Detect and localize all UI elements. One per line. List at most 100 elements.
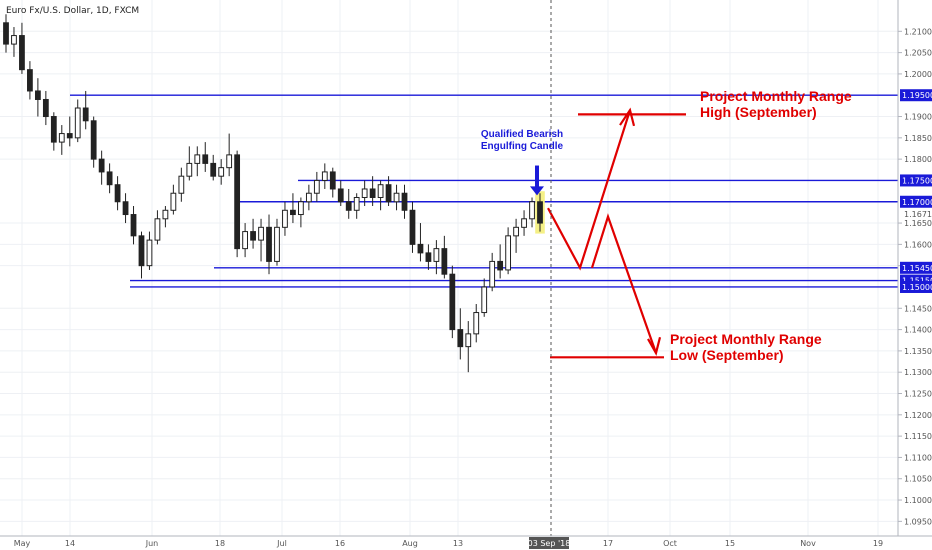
candle-58[interactable] <box>465 321 472 373</box>
candle-41[interactable] <box>329 167 336 198</box>
candle-body-19 <box>154 218 161 241</box>
candle-body-38 <box>305 192 312 203</box>
candle-5[interactable] <box>42 90 49 126</box>
candle-66[interactable] <box>529 197 535 228</box>
candle-63[interactable] <box>505 227 512 275</box>
candle-12[interactable] <box>98 150 105 185</box>
candle-51[interactable] <box>409 201 416 253</box>
candle-34[interactable] <box>274 218 280 266</box>
candle-24[interactable] <box>194 146 201 177</box>
candle-11[interactable] <box>90 116 97 168</box>
candle-2[interactable] <box>19 22 25 74</box>
y-tick-label-2: 1.20000 <box>904 70 932 79</box>
y-tick-label-19: 1.09500 <box>904 517 932 526</box>
candle-31[interactable] <box>250 218 256 249</box>
candle-29[interactable] <box>234 150 241 258</box>
candle-body-59 <box>473 312 480 335</box>
candle-body-51 <box>409 209 416 245</box>
candle-17[interactable] <box>138 231 145 279</box>
candle-62[interactable] <box>497 244 504 279</box>
candle-0[interactable] <box>3 14 9 53</box>
candle-4[interactable] <box>34 78 41 117</box>
candle-body-15 <box>122 201 129 216</box>
x-tick-label-4: Jul <box>276 539 287 548</box>
candle-44[interactable] <box>353 193 360 219</box>
candle-body-28 <box>226 154 233 169</box>
candle-49[interactable] <box>393 184 400 211</box>
candle-43[interactable] <box>345 188 352 219</box>
candle-21[interactable] <box>170 184 177 215</box>
candle-55[interactable] <box>441 235 448 279</box>
candle-16[interactable] <box>130 206 137 245</box>
candle-body-3 <box>27 69 33 92</box>
y-tick-label-17: 1.10500 <box>904 475 932 484</box>
candle-body-27 <box>218 167 225 177</box>
candle-37[interactable] <box>298 197 304 228</box>
x-axis-background <box>0 536 932 550</box>
x-tick-label-5: 16 <box>335 539 345 548</box>
candle-33[interactable] <box>266 214 272 275</box>
candle-59[interactable] <box>473 304 480 343</box>
candle-39[interactable] <box>313 171 320 202</box>
candle-9[interactable] <box>74 99 81 143</box>
candle-28[interactable] <box>226 133 233 177</box>
candle-20[interactable] <box>162 206 169 228</box>
candle-45[interactable] <box>361 180 368 207</box>
candle-53[interactable] <box>425 244 432 270</box>
candle-23[interactable] <box>186 146 193 181</box>
candle-body-12 <box>98 158 105 173</box>
candle-8[interactable] <box>66 116 73 147</box>
candle-30[interactable] <box>242 223 248 258</box>
candle-body-53 <box>425 252 432 262</box>
candle-27[interactable] <box>218 159 225 185</box>
y-tick-label-15: 1.11500 <box>904 432 932 441</box>
candle-body-37 <box>298 201 304 216</box>
candle-22[interactable] <box>178 167 185 202</box>
candle-42[interactable] <box>337 180 344 207</box>
candle-67[interactable] <box>535 191 545 234</box>
candle-25[interactable] <box>202 142 209 172</box>
candle-19[interactable] <box>154 210 161 245</box>
y-tick-label-16: 1.11000 <box>904 453 932 462</box>
candle-body-6 <box>50 116 57 143</box>
candle-6[interactable] <box>50 112 57 151</box>
candle-body-56 <box>449 273 456 331</box>
candle-54[interactable] <box>433 240 440 275</box>
candles[interactable] <box>3 14 545 373</box>
candle-body-4 <box>34 90 41 100</box>
candle-32[interactable] <box>258 218 264 262</box>
candle-body-24 <box>194 154 201 164</box>
candle-body-42 <box>337 188 344 203</box>
candle-61[interactable] <box>489 252 496 292</box>
x-tick-label-9: Oct <box>663 539 677 548</box>
candle-48[interactable] <box>385 176 392 207</box>
candle-60[interactable] <box>481 278 488 317</box>
candle-65[interactable] <box>521 210 527 236</box>
candle-15[interactable] <box>122 193 129 224</box>
candle-56[interactable] <box>449 265 456 339</box>
candle-7[interactable] <box>58 125 65 155</box>
candle-body-48 <box>385 184 392 203</box>
x-axis: May 14 Jun 18 Jul 16 Aug 13 17 Oct 15 Nov 19 03 Sep '… <box>0 535 932 550</box>
candle-38[interactable] <box>305 184 312 211</box>
candle-57[interactable] <box>457 308 464 360</box>
candle-36[interactable] <box>290 193 296 224</box>
candle-13[interactable] <box>106 163 113 194</box>
candle-18[interactable] <box>146 231 153 270</box>
annotation-5: Low (September) <box>670 347 784 363</box>
candle-40[interactable] <box>321 163 328 189</box>
candle-50[interactable] <box>401 184 408 219</box>
candle-10[interactable] <box>82 90 89 130</box>
level-lines <box>70 94 898 288</box>
candle-1[interactable] <box>11 27 17 57</box>
candle-26[interactable] <box>210 154 217 181</box>
candle-14[interactable] <box>114 176 121 211</box>
candle-64[interactable] <box>513 218 519 253</box>
candle-47[interactable] <box>377 180 384 211</box>
candle-3[interactable] <box>27 61 33 100</box>
candle-35[interactable] <box>282 201 288 236</box>
candle-52[interactable] <box>417 223 424 262</box>
candle-body-67 <box>537 201 543 224</box>
candle-46[interactable] <box>369 176 376 207</box>
